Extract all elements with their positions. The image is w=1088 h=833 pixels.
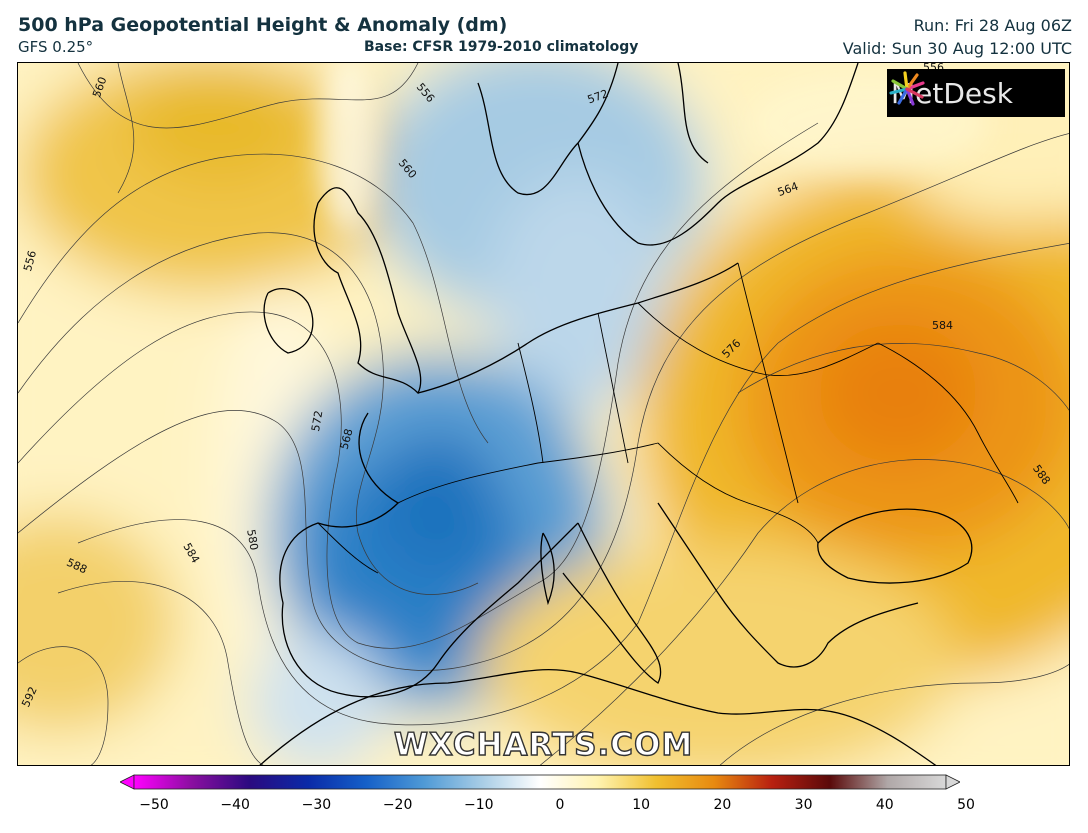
chart-title: 500 hPa Geopotential Height & Anomaly (d… [18, 14, 508, 36]
contour-label: 572 [309, 410, 325, 433]
anomaly-field [18, 63, 1069, 765]
colorbar-tick-label: 10 [632, 797, 651, 813]
colorbar-tick-label: −40 [220, 797, 250, 813]
contour-label: 584 [932, 319, 953, 332]
colorbar-tick-label: −50 [139, 797, 169, 813]
coastlines [259, 63, 1019, 765]
contour-label: 556 [21, 249, 39, 273]
colorbar-tick-label: 40 [875, 797, 894, 813]
metdesk-logo: MetDesk [887, 69, 1065, 117]
anomaly-map: 556 556 556 560 560 564 568 572 572 576 … [17, 62, 1070, 766]
colorbar-tick-label: −30 [301, 797, 332, 813]
colorbar-tick-label: −20 [382, 797, 413, 813]
valid-time-label: Valid: Sun 30 Aug 12:00 UTC [842, 39, 1072, 58]
run-time-label: Run: Fri 28 Aug 06Z [913, 16, 1072, 35]
colorbar-tick-label: 20 [713, 797, 732, 813]
model-label: GFS 0.25° [18, 38, 94, 56]
metdesk-starburst-icon [889, 71, 925, 106]
map-canvas: 556 556 556 560 560 564 568 572 572 576 … [18, 63, 1069, 765]
colorbar-bar [133, 774, 947, 790]
height-contours [18, 63, 1069, 765]
colorbar-tick-label: 0 [555, 797, 565, 813]
contour-label: 556 [923, 63, 944, 74]
colorbar-tick-label: 30 [794, 797, 813, 813]
colorbar-tick-label: 50 [957, 797, 975, 813]
colorbar [120, 774, 960, 790]
colorbar-tick-label: −10 [464, 797, 494, 813]
contour-label: 568 [338, 427, 356, 451]
contour-label: 580 [244, 528, 260, 551]
colorbar-max-arrow [945, 774, 960, 790]
colorbar-min-arrow [120, 774, 135, 790]
watermark: WXCHARTS.COM [393, 726, 694, 763]
climatology-base-label: Base: CFSR 1979-2010 climatology [364, 39, 639, 55]
